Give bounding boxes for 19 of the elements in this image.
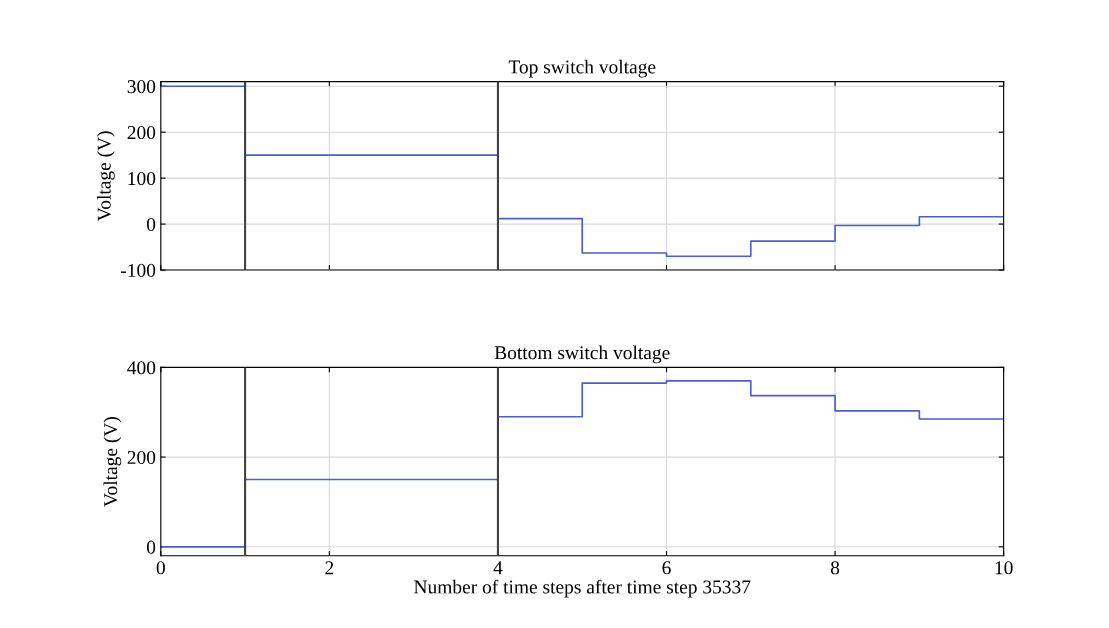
chart-title: Top switch voltage (508, 59, 656, 78)
y-tick-label: 300 (127, 80, 156, 94)
y-axis-title: Voltage (V) (103, 416, 122, 507)
y-tick-label: 0 (146, 217, 156, 232)
x-tick-label: 2 (325, 561, 334, 575)
x-tick-label: 6 (662, 561, 671, 575)
x-axis-title: Number of time steps after time step 35337 (414, 579, 751, 598)
y-tick-label: -100 (121, 263, 156, 277)
x-tick-label: 10 (995, 561, 1013, 575)
y-tick-label: 200 (127, 126, 156, 140)
y-tick-label: 0 (146, 540, 156, 554)
y-tick-label: 400 (127, 361, 156, 375)
x-tick-label: 0 (156, 561, 165, 575)
x-tick-label: 8 (830, 561, 840, 575)
chart-title: Bottom switch voltage (494, 345, 670, 364)
x-tick-label: 4 (493, 561, 503, 575)
y-axis-title: Voltage (V) (97, 131, 115, 222)
y-tick-label: 200 (127, 450, 156, 465)
y-tick-label: 100 (128, 171, 156, 186)
